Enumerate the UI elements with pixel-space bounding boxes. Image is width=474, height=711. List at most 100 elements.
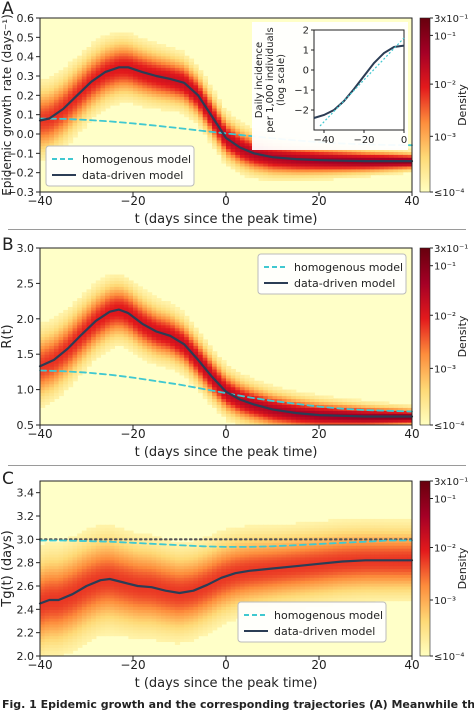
- colorbar-tick-label: 10⁻¹: [434, 31, 456, 42]
- density-cell: [291, 390, 296, 394]
- inset-y-tick-label: 0: [303, 66, 309, 77]
- density-cell: [124, 33, 129, 37]
- density-cell: [273, 387, 278, 391]
- inset-x-tick-label: −20: [353, 135, 374, 146]
- density-cell: [170, 47, 175, 51]
- density-cell: [45, 79, 50, 83]
- density-cell: [189, 322, 194, 326]
- density-cell: [189, 59, 194, 63]
- density-cell: [166, 301, 171, 305]
- colorbar-scale: [420, 248, 430, 425]
- y-tick-label: 0.6: [17, 12, 35, 25]
- density-cell: [259, 381, 264, 385]
- density-cell: [100, 525, 105, 529]
- density-cell: [133, 283, 138, 287]
- density-cell: [282, 525, 287, 529]
- y-tick-label: 0.5: [17, 419, 35, 432]
- density-cell: [338, 398, 343, 402]
- density-cell: [226, 366, 231, 370]
- density-cell: [147, 41, 152, 45]
- inset-y-axis-label: Daily incidence: [254, 42, 265, 118]
- density-cell: [231, 117, 236, 121]
- x-axis-label: t (days since the peak time): [135, 212, 318, 227]
- density-cell: [389, 404, 394, 408]
- density-cell: [221, 108, 226, 112]
- density-cell: [147, 534, 152, 538]
- density-cell: [54, 542, 59, 546]
- density-cell: [73, 59, 78, 63]
- density-cell: [138, 534, 143, 538]
- colorbar-tick-label: ≤10⁻⁴: [434, 188, 464, 199]
- density-cell: [245, 375, 250, 379]
- density-cell: [361, 401, 366, 405]
- density-cell: [180, 310, 185, 314]
- density-cell: [198, 70, 203, 74]
- x-tick-label: 20: [311, 427, 326, 441]
- y-tick-label: 2.0: [17, 313, 35, 326]
- x-tick-label: 0: [222, 194, 230, 208]
- y-tick-label: 0.5: [17, 31, 35, 44]
- density-cell: [114, 275, 119, 279]
- inset-y-tick-label: 2: [303, 26, 309, 37]
- density-cell: [128, 280, 133, 284]
- density-cell: [398, 404, 403, 408]
- density-cell: [82, 531, 87, 535]
- density-cell: [310, 393, 315, 397]
- density-cell: [254, 381, 259, 385]
- density-cell: [352, 398, 357, 402]
- density-cell: [156, 298, 161, 302]
- colorbar-tick-label: 10⁻²: [434, 311, 456, 322]
- density-cell: [221, 360, 226, 364]
- density-cell: [259, 525, 264, 529]
- x-tick-label: 40: [404, 427, 419, 441]
- y-tick-label: 0.0: [17, 128, 35, 141]
- density-cell: [175, 50, 180, 54]
- density-cell: [212, 351, 217, 355]
- density-cell: [59, 313, 64, 317]
- density-cell: [277, 387, 282, 391]
- inset-x-tick-label: 0: [401, 135, 407, 146]
- density-cell: [300, 393, 305, 397]
- legend-entry: data-driven model: [294, 277, 395, 290]
- density-cell: [249, 525, 254, 529]
- density-cell: [138, 38, 143, 42]
- density-cell: [152, 295, 157, 299]
- density-cell: [212, 91, 217, 95]
- density-cell: [235, 372, 240, 376]
- density-cell: [138, 286, 143, 290]
- legend-entry: homogenous model: [294, 261, 403, 274]
- density-cell: [110, 525, 115, 529]
- density-cell: [45, 322, 50, 326]
- density-cell: [82, 292, 87, 296]
- density-cell: [347, 398, 352, 402]
- density-cell: [198, 334, 203, 338]
- density-cell: [379, 401, 384, 405]
- density-cell: [124, 531, 129, 535]
- density-cell: [45, 542, 50, 546]
- density-cell: [91, 283, 96, 287]
- density-cell: [59, 70, 64, 74]
- x-axis-label: t (days since the peak time): [135, 445, 318, 460]
- density-cell: [268, 525, 273, 529]
- colorbar-tick-label: 3x10⁻¹: [434, 14, 468, 25]
- density-cell: [110, 33, 115, 37]
- y-tick-label: 0.4: [17, 51, 35, 64]
- density-cell: [245, 525, 250, 529]
- density-cell: [91, 41, 96, 45]
- density-cell: [217, 99, 222, 103]
- y-tick-label: 2.5: [17, 277, 35, 290]
- inset-y-tick-label: −1: [294, 86, 309, 97]
- density-cell: [207, 85, 212, 89]
- density-cell: [54, 73, 59, 77]
- colorbar-scale: [420, 18, 430, 192]
- density-cell: [221, 531, 226, 535]
- density-cell: [96, 38, 101, 42]
- colorbar-tick-label: 10⁻³: [434, 132, 456, 143]
- density-cell: [231, 528, 236, 532]
- density-cell: [328, 396, 333, 400]
